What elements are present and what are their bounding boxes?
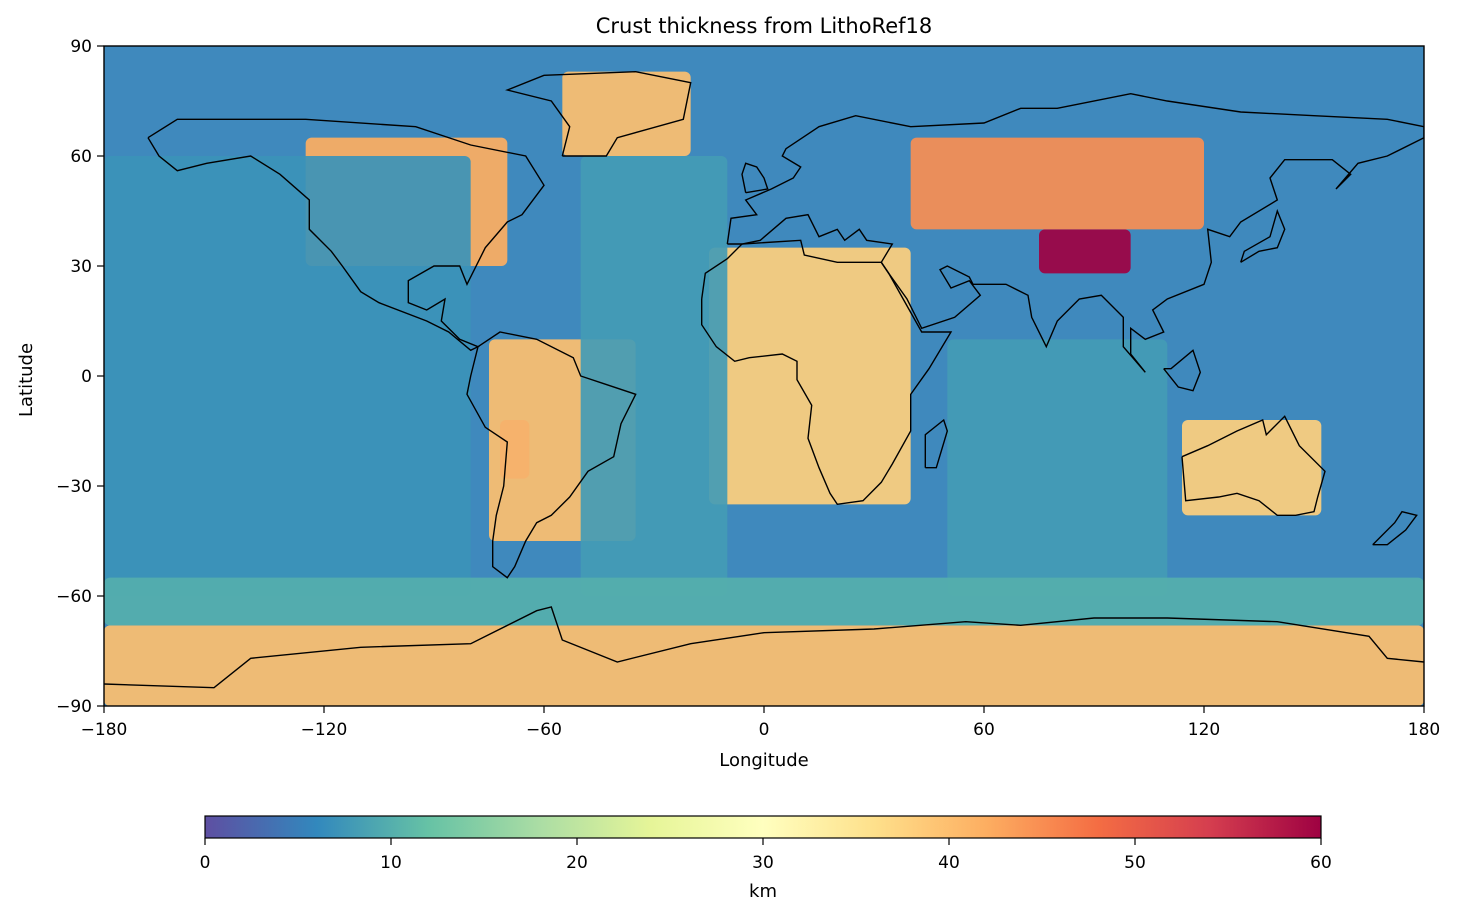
coastline-japan bbox=[1240, 208, 1286, 263]
coastline-madagascar bbox=[924, 418, 949, 469]
colorbar-tick-label: 30 bbox=[752, 853, 774, 873]
coastline-new-zealand bbox=[1372, 510, 1418, 546]
x-axis-label: Longitude bbox=[719, 750, 809, 771]
region-africa bbox=[709, 247, 911, 505]
coastline-eurasia bbox=[726, 92, 1424, 373]
x-tick-label: 60 bbox=[973, 720, 995, 740]
coastline-antarctica bbox=[104, 606, 1424, 689]
y-tick-label: −60 bbox=[56, 587, 92, 607]
region-australia bbox=[1182, 420, 1322, 516]
region-pacific-ocean bbox=[104, 156, 471, 596]
region-antarctica bbox=[104, 625, 1424, 706]
colorbar-tick-label: 10 bbox=[380, 853, 402, 873]
colorbar-tick-label: 50 bbox=[1124, 853, 1146, 873]
colorbar-ramp bbox=[204, 815, 1322, 839]
colorbar-label: km bbox=[749, 881, 777, 902]
y-tick-label: 90 bbox=[70, 37, 92, 57]
y-axis-label: Latitude bbox=[16, 343, 37, 417]
coastlines bbox=[104, 70, 1424, 689]
x-tick-label: 180 bbox=[1408, 720, 1440, 740]
plot-area bbox=[104, 46, 1424, 706]
coastline-south-america bbox=[466, 331, 637, 579]
x-tick-label: 0 bbox=[759, 720, 770, 740]
y-tick-label: 0 bbox=[81, 367, 92, 387]
colorbar-ticks: 0 10 20 30 40 50 60 bbox=[200, 838, 1332, 873]
colorbar-tick-label: 0 bbox=[200, 853, 211, 873]
region-tibetan-plateau bbox=[1039, 229, 1131, 274]
coastline-borneo bbox=[1163, 349, 1202, 392]
coastline-australia bbox=[1181, 415, 1326, 516]
coastline-north-america bbox=[147, 118, 545, 352]
region-southern-ocean bbox=[104, 577, 1424, 626]
coastline-africa bbox=[701, 239, 953, 506]
x-axis: −180 −120 −60 0 60 120 180 bbox=[81, 706, 1440, 740]
y-tick-label: 30 bbox=[70, 257, 92, 277]
x-tick-label: −120 bbox=[301, 720, 348, 740]
region-indian-ocean bbox=[947, 339, 1168, 596]
region-atlantic-ocean bbox=[580, 156, 728, 596]
colorbar-tick-label: 60 bbox=[1310, 853, 1332, 873]
y-tick-label: −90 bbox=[56, 697, 92, 717]
x-tick-label: −180 bbox=[81, 720, 128, 740]
coastline-british-isles bbox=[741, 162, 769, 194]
region-greenland bbox=[562, 71, 691, 156]
coastline-greenland bbox=[505, 70, 692, 157]
x-tick-label: 120 bbox=[1188, 720, 1220, 740]
colorbar-tick-label: 20 bbox=[566, 853, 588, 873]
y-tick-label: −30 bbox=[56, 477, 92, 497]
y-axis: −90 −60 −30 0 30 60 90 bbox=[56, 37, 104, 717]
x-tick-label: −60 bbox=[526, 720, 562, 740]
thickness-field bbox=[104, 71, 1424, 706]
chart-title: Crust thickness from LithoRef18 bbox=[596, 14, 932, 38]
colorbar-tick-label: 40 bbox=[938, 853, 960, 873]
colorbar: 0 10 20 30 40 50 60 km bbox=[200, 815, 1332, 902]
region-eurasia-interior bbox=[910, 137, 1204, 230]
y-tick-label: 60 bbox=[70, 147, 92, 167]
